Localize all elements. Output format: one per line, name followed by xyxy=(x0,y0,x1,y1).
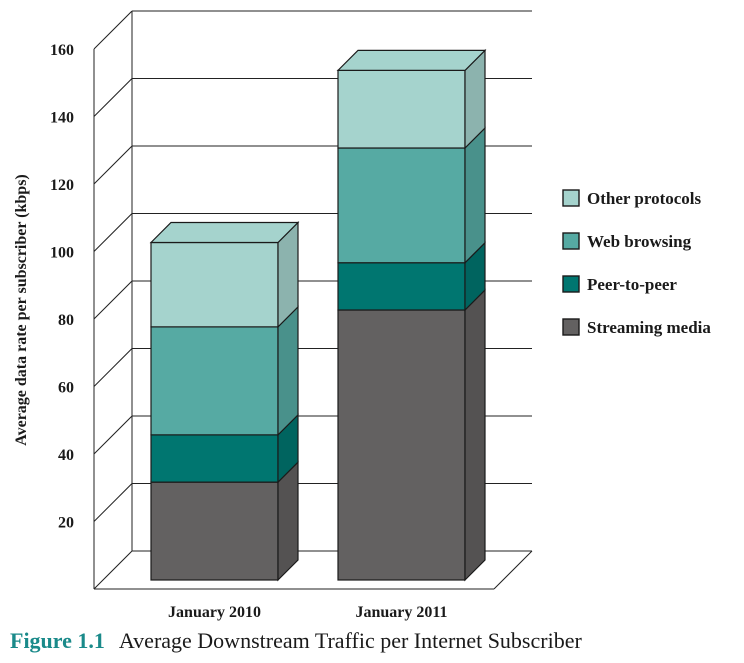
legend-swatch xyxy=(562,189,580,207)
y-tick-label: 80 xyxy=(58,312,74,329)
y-tick-labels: 20 40 60 80 100 120 140 160 xyxy=(50,42,74,532)
legend-label: Peer-to-peer xyxy=(587,275,677,294)
y-tick-label: 40 xyxy=(58,447,74,464)
legend-swatch xyxy=(562,275,580,293)
bar-segment-side xyxy=(464,288,486,582)
y-tick-label: 140 xyxy=(50,110,74,127)
category-labels: January 2010 January 2011 xyxy=(168,604,447,621)
category-label: January 2011 xyxy=(355,604,447,621)
gridline-diagonal xyxy=(93,145,133,185)
bar-segment-front xyxy=(150,326,279,436)
legend: Other protocols Web browsing Peer-to-peer S… xyxy=(562,189,711,337)
y-tick-label: 60 xyxy=(58,380,74,397)
bar-segment-front xyxy=(150,434,279,483)
legend-label: Web browsing xyxy=(587,232,692,251)
figure-caption: Figure 1.1 Average Downstream Traffic per… xyxy=(10,628,582,654)
bar-segment-front xyxy=(150,481,279,581)
bar-segment-side xyxy=(277,305,299,437)
gridline-diagonal xyxy=(93,415,133,455)
bar-segment-front xyxy=(337,69,466,149)
gridline-diagonal xyxy=(93,10,133,50)
figure-caption-text: Average Downstream Traffic per Internet … xyxy=(118,628,582,653)
bar-segment-front xyxy=(337,262,466,311)
legend-swatch xyxy=(562,232,580,250)
gridline-diagonal xyxy=(93,78,133,117)
y-tick-label: 20 xyxy=(58,515,74,532)
gridline-diagonal xyxy=(93,213,133,252)
bar-segment-front xyxy=(337,309,466,581)
legend-swatch xyxy=(562,318,580,336)
gridline-diagonal xyxy=(93,348,133,387)
bar-segment-side xyxy=(464,126,486,265)
gridline-diagonal xyxy=(93,550,133,590)
gridline-diagonal xyxy=(93,483,133,522)
gridline-diagonal xyxy=(93,280,133,320)
bar-segment-front xyxy=(150,241,279,328)
figure-label: Figure 1.1 xyxy=(10,628,105,653)
category-label: January 2010 xyxy=(168,604,261,621)
legend-label: Other protocols xyxy=(587,189,701,208)
y-tick-label: 100 xyxy=(50,245,74,262)
bar-segment-front xyxy=(337,147,466,264)
legend-label: Streaming media xyxy=(587,318,711,337)
bars-layer xyxy=(149,48,487,582)
bar-top-face xyxy=(149,221,300,244)
y-tick-label: 120 xyxy=(50,177,74,194)
y-axis-label: Average data rate per subscriber (kbps) xyxy=(13,174,30,446)
floor-right-edge xyxy=(493,550,533,590)
bar-top-face xyxy=(336,49,487,71)
y-tick-label: 160 xyxy=(50,42,74,59)
